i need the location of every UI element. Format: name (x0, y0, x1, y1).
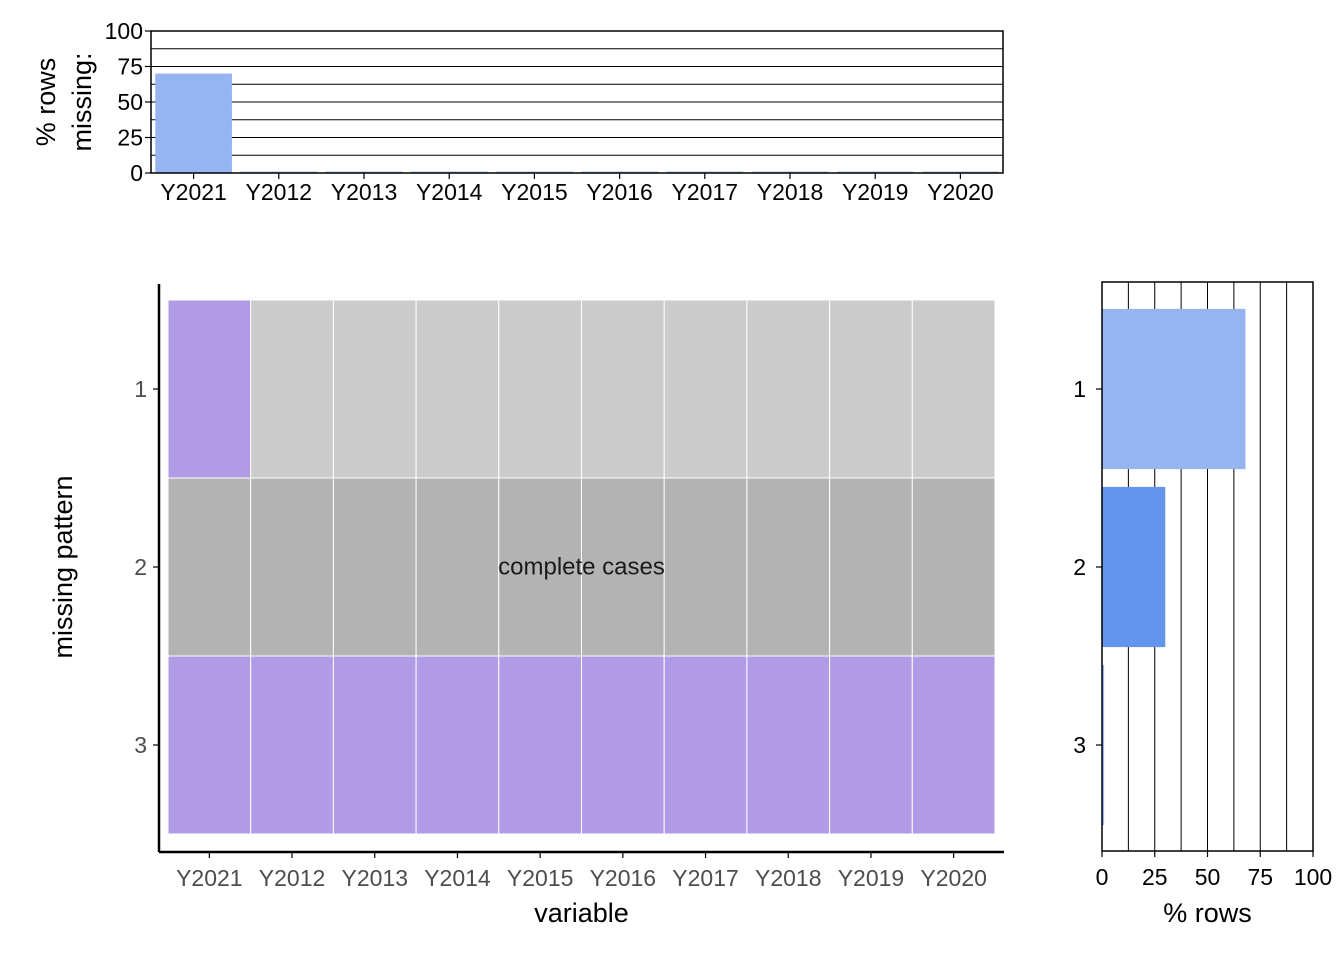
heatmap-cell-1-Y2021 (167, 299, 252, 479)
heatmap-cell-3-Y2020 (911, 655, 996, 835)
heatmap-cell-3-Y2016 (581, 655, 665, 835)
heatmap-cell-3-Y2017 (663, 655, 748, 835)
right-bars (1102, 308, 1246, 826)
main-x-tick-label: Y2012 (259, 865, 326, 891)
right-x-tick-label: 100 (1294, 864, 1332, 890)
top-y-axis-title-line: % rows (31, 58, 61, 147)
heatmap-cell-1-Y2013 (332, 299, 417, 479)
heatmap-cell-2-Y2019 (829, 477, 913, 657)
main-y-axis-title: missing pattern (48, 475, 78, 658)
heatmap-cell-3-Y2019 (829, 655, 913, 835)
main-x-tick-label: Y2015 (507, 865, 574, 891)
complete-cases-label: complete cases (498, 554, 665, 581)
right-bar-pattern-2 (1102, 486, 1166, 648)
top-x-tick-label: Y2020 (927, 179, 994, 205)
heatmap-cell-2-Y2014 (415, 477, 500, 657)
heatmap-cell-3-Y2021 (167, 655, 252, 835)
top-y-axis-title: % rows missing: (31, 52, 97, 151)
top-bars (155, 73, 999, 173)
heatmap-cell-2-Y2017 (663, 477, 748, 657)
main-x-tick-label: Y2020 (920, 865, 987, 891)
right-bar-pattern-1 (1102, 308, 1246, 470)
right-y-axis: 1 2 3 (1073, 376, 1102, 758)
main-x-axis-title: variable (534, 898, 629, 928)
main-x-tick-label: Y2019 (838, 865, 905, 891)
top-y-tick-label: 25 (117, 125, 143, 151)
heatmap-cell-1-Y2017 (663, 299, 748, 479)
right-x-tick-label: 50 (1195, 864, 1221, 890)
heatmap-cells (167, 299, 996, 835)
top-y-axis-title-line: missing: (67, 52, 97, 151)
top-x-tick-label: Y2015 (501, 179, 568, 205)
top-y-axis: 0 25 50 75 100 (105, 18, 151, 186)
heatmap-cell-1-Y2018 (746, 299, 831, 479)
right-y-tick-label: 2 (1073, 554, 1086, 580)
top-x-tick-label: Y2016 (586, 179, 653, 205)
main-x-tick-label: Y2016 (590, 865, 657, 891)
right-x-tick-label: 25 (1142, 864, 1168, 890)
right-bar-pattern-3 (1102, 664, 1105, 826)
main-y-tick-label: 2 (134, 554, 147, 580)
heatmap-cell-2-Y2018 (746, 477, 831, 657)
heatmap-cell-2-Y2012 (250, 477, 334, 657)
main-x-tick-label: Y2021 (176, 865, 243, 891)
heatmap-cell-1-Y2019 (829, 299, 913, 479)
top-y-tick-label: 75 (117, 54, 143, 80)
right-x-tick-label: 0 (1096, 864, 1109, 890)
top-x-tick-label: Y2014 (416, 179, 483, 205)
top-x-tick-label: Y2021 (160, 179, 227, 205)
heatmap-cell-3-Y2012 (250, 655, 334, 835)
main-x-tick-label: Y2014 (424, 865, 491, 891)
right-x-axis-title: % rows (1163, 898, 1252, 928)
main-y-tick-label: 3 (134, 732, 147, 758)
heatmap-cell-1-Y2014 (415, 299, 500, 479)
top-x-tick-label: Y2019 (842, 179, 909, 205)
top-panel: 0 25 50 75 100 Y2021 Y2012 Y2013 Y2014 Y2015 Y2016… (31, 18, 1004, 205)
heatmap-cell-1-Y2016 (581, 299, 665, 479)
main-x-tick-label: Y2018 (755, 865, 822, 891)
top-y-tick-label: 50 (117, 89, 143, 115)
heatmap-cell-3-Y2014 (415, 655, 500, 835)
main-y-tick-label: 1 (134, 376, 147, 402)
top-y-tick-label: 0 (130, 160, 143, 186)
heatmap-cell-1-Y2015 (498, 299, 582, 479)
right-x-tick-label: 75 (1247, 864, 1273, 890)
right-y-tick-label: 1 (1073, 376, 1086, 402)
top-y-tick-label: 100 (105, 18, 143, 44)
main-x-tick-label: Y2013 (341, 865, 408, 891)
heatmap-cell-3-Y2015 (498, 655, 582, 835)
heatmap-cell-1-Y2012 (250, 299, 334, 479)
heatmap-cell-2-Y2013 (332, 477, 417, 657)
heatmap-cell-3-Y2018 (746, 655, 831, 835)
right-y-tick-label: 3 (1073, 732, 1086, 758)
top-gridlines (151, 30, 1003, 174)
heatmap-cell-2-Y2020 (911, 477, 996, 657)
heatmap-cell-2-Y2015 (498, 477, 582, 657)
heatmap-cell-1-Y2020 (911, 299, 996, 479)
right-x-axis: 0 25 50 75 100 (1096, 851, 1332, 890)
heatmap-cell-2-Y2016 (581, 477, 665, 657)
top-x-tick-label: Y2018 (757, 179, 824, 205)
top-x-tick-label: Y2017 (672, 179, 739, 205)
right-panel: 1 2 3 0 25 50 75 100 % rows (1073, 281, 1332, 928)
top-x-tick-label: Y2012 (246, 179, 313, 205)
heatmap-cell-2-Y2021 (167, 477, 252, 657)
heatmap-cell-3-Y2013 (332, 655, 417, 835)
top-x-axis: Y2021 Y2012 Y2013 Y2014 Y2015 Y2016 Y2017 Y2018… (160, 173, 994, 205)
main-y-axis: 1 2 3 (134, 376, 159, 758)
top-x-tick-label: Y2013 (331, 179, 398, 205)
main-x-tick-label: Y2017 (672, 865, 739, 891)
main-x-axis: Y2021 Y2012 Y2013 Y2014 Y2015 Y2016 Y2017 Y2018… (176, 852, 987, 891)
top-bar-Y2021 (155, 73, 232, 173)
